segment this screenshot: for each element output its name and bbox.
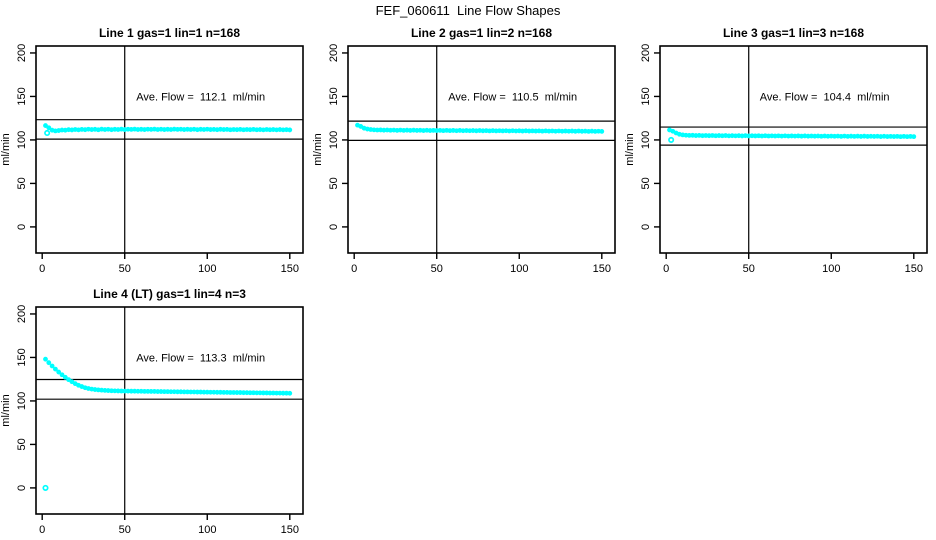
- panel-1: 0 50 100 150 0 50 100 150 200 ml/min Line 1 gas=1 …: [0, 26, 304, 275]
- panel-title: Line 3 gas=1 lin=3 n=168: [723, 26, 864, 40]
- x-tick-label: 50: [119, 263, 131, 275]
- x-tick-label: 0: [39, 263, 45, 275]
- average-flow-annotation: Ave. Flow = 112.1 ml/min: [136, 91, 265, 103]
- data-point: [287, 390, 293, 396]
- average-flow-annotation: Ave. Flow = 104.4 ml/min: [760, 91, 890, 103]
- x-tick-label: 150: [281, 524, 299, 536]
- y-tick-label: 150: [328, 87, 340, 105]
- plot-frame: [35, 306, 304, 515]
- x-tick-label: 100: [510, 263, 528, 275]
- outlier-point: [42, 484, 49, 491]
- x-tick-label: 100: [198, 263, 216, 275]
- y-tick-label: 100: [328, 131, 340, 149]
- panel-title: Line 4 (LT) gas=1 lin=4 n=3: [93, 287, 246, 301]
- panel-title: Line 2 gas=1 lin=2 n=168: [411, 26, 552, 40]
- panel-4: 0 50 100 150 0 50 100 150 200 ml/min Line 4 (LT) g…: [0, 287, 304, 536]
- average-flow-annotation: Ave. Flow = 113.3 ml/min: [136, 352, 265, 364]
- data-point: [287, 127, 293, 133]
- y-tick-label: 50: [16, 177, 28, 189]
- panel-3: 0 50 100 150 0 50 100 150 200 ml/min Line 3 gas=1 …: [624, 26, 928, 275]
- x-tick-label: 100: [822, 263, 840, 275]
- y-tick-label: 200: [16, 305, 28, 323]
- x-tick-label: 50: [431, 263, 443, 275]
- data-point: [599, 129, 605, 134]
- y-tick-label: 0: [16, 224, 28, 230]
- data-point: [56, 369, 62, 375]
- data-point: [911, 134, 917, 140]
- y-tick-label: 50: [16, 438, 28, 450]
- data-point: [59, 372, 65, 378]
- y-tick-label: 50: [640, 177, 652, 189]
- average-flow-annotation: Ave. Flow = 110.5 ml/min: [448, 91, 577, 103]
- y-axis-label: ml/min: [312, 133, 324, 165]
- x-tick-label: 0: [351, 263, 357, 275]
- outlier-point: [668, 136, 675, 143]
- x-tick-label: 150: [593, 263, 611, 275]
- x-tick-label: 0: [39, 524, 45, 536]
- y-tick-label: 0: [328, 224, 340, 230]
- x-tick-label: 50: [743, 263, 755, 275]
- data-points: [43, 123, 293, 137]
- x-tick-label: 50: [119, 524, 131, 536]
- data-point: [46, 360, 52, 366]
- plot-frame: [35, 45, 304, 254]
- plot-frame: [347, 45, 616, 254]
- y-tick-label: 100: [640, 131, 652, 149]
- x-tick-label: 100: [198, 524, 216, 536]
- x-tick-label: 150: [905, 263, 923, 275]
- data-point: [43, 356, 48, 362]
- data-points: [42, 356, 293, 491]
- panel-title: Line 1 gas=1 lin=1 n=168: [99, 26, 240, 40]
- y-tick-label: 100: [16, 131, 28, 149]
- y-tick-label: 150: [640, 87, 652, 105]
- data-point: [43, 123, 48, 128]
- x-tick-label: 150: [281, 263, 299, 275]
- data-point: [52, 366, 58, 372]
- y-axis-label: ml/min: [0, 394, 12, 426]
- y-tick-label: 0: [16, 485, 28, 491]
- y-axis-label: ml/min: [0, 133, 12, 165]
- y-tick-label: 0: [640, 224, 652, 230]
- panel-2: 0 50 100 150 0 50 100 150 200 ml/min Line 2 gas=1 …: [312, 26, 616, 275]
- data-point: [66, 377, 72, 383]
- y-tick-label: 50: [328, 177, 340, 189]
- y-tick-label: 100: [16, 392, 28, 410]
- figure-title: FEF_060611 Line Flow Shapes: [375, 3, 561, 18]
- data-points: [355, 122, 605, 134]
- y-axis-label: ml/min: [624, 133, 636, 165]
- outlier-point: [44, 129, 51, 137]
- y-tick-label: 150: [16, 348, 28, 366]
- x-tick-label: 0: [663, 263, 669, 275]
- data-points: [667, 127, 917, 143]
- y-tick-label: 200: [16, 44, 28, 62]
- y-tick-label: 200: [640, 44, 652, 62]
- data-point: [62, 374, 68, 380]
- data-point: [46, 125, 52, 131]
- y-tick-label: 200: [328, 44, 340, 62]
- y-tick-label: 150: [16, 87, 28, 105]
- data-point: [49, 363, 55, 369]
- plot-frame: [659, 45, 928, 254]
